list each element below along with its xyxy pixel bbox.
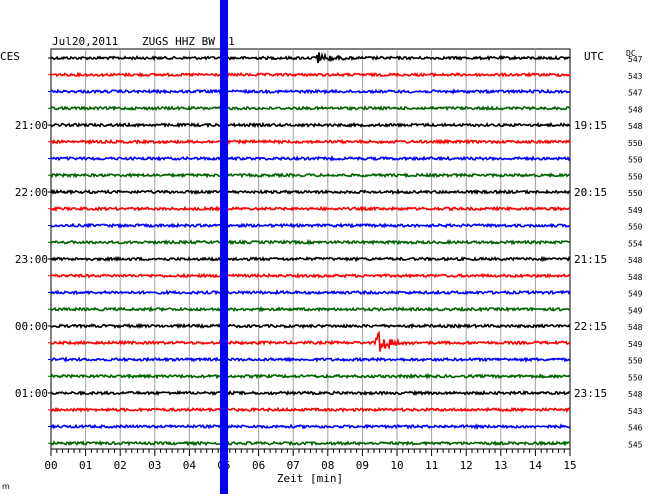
dc-value: 549 <box>628 290 643 299</box>
seismic-trace <box>50 255 571 263</box>
dc-value-column: 547 543 547 548 548 550 550 550 550 549 550 554 548 5… <box>628 55 643 449</box>
seismic-trace <box>50 305 571 313</box>
seismic-trace <box>50 440 571 447</box>
x-tick-label: 14 <box>529 459 543 472</box>
x-tick-label: 01 <box>79 459 92 472</box>
x-tick-label: 15 <box>563 459 576 472</box>
dc-value: 547 <box>628 55 643 64</box>
seismic-trace <box>50 406 571 413</box>
dc-value: 543 <box>628 407 643 416</box>
seismic-trace <box>50 51 571 64</box>
seismic-trace <box>50 205 571 213</box>
x-tick-label: 00 <box>44 459 57 472</box>
seismic-trace <box>50 155 571 162</box>
seismic-trace <box>50 272 571 279</box>
x-tick-label: 08 <box>321 459 334 472</box>
dc-value: 545 <box>628 440 643 449</box>
right-time-label: 23:15 <box>574 387 607 400</box>
dc-value: 548 <box>628 256 643 265</box>
x-tick-label: 12 <box>460 459 473 472</box>
x-tick-label: 09 <box>356 459 369 472</box>
seismic-trace <box>50 172 571 179</box>
seismic-trace <box>50 330 571 352</box>
left-time-labels: 21:00 22:00 23:00 00:00 01:00 <box>15 119 48 400</box>
dc-value: 546 <box>628 424 643 433</box>
seismic-trace <box>50 222 571 229</box>
left-time-label: 01:00 <box>15 387 48 400</box>
seismic-trace <box>50 289 571 296</box>
seismic-trace <box>50 88 570 95</box>
seismic-trace <box>50 105 571 112</box>
dc-value: 550 <box>628 189 643 198</box>
seismic-trace <box>50 322 571 330</box>
dc-label: DC <box>626 49 636 58</box>
right-time-label: 20:15 <box>574 186 607 199</box>
grid-lines <box>85 49 536 449</box>
x-tick-label: 06 <box>252 459 265 472</box>
x-tick-label: 07 <box>287 459 300 472</box>
dc-value: 550 <box>628 373 643 382</box>
right-timezone-label: UTC <box>584 50 604 63</box>
seismic-trace <box>50 389 571 397</box>
seismic-trace <box>50 238 571 246</box>
right-time-label: 19:15 <box>574 119 607 132</box>
trace-group <box>48 51 571 447</box>
seismic-trace <box>50 188 571 196</box>
x-tick-label: 10 <box>390 459 403 472</box>
left-time-label: 22:00 <box>15 186 48 199</box>
dc-value: 550 <box>628 223 643 232</box>
left-time-label: 21:00 <box>15 119 48 132</box>
x-tick-label: 04 <box>183 459 197 472</box>
dc-value: 547 <box>628 89 643 98</box>
right-time-label: 21:15 <box>574 253 607 266</box>
dc-value: 549 <box>628 206 643 215</box>
corner-mark: ⅿ <box>2 482 10 491</box>
dc-value: 543 <box>628 72 643 81</box>
seismic-trace <box>50 356 571 363</box>
dc-value: 550 <box>628 357 643 366</box>
dc-value: 550 <box>628 156 643 165</box>
left-time-label: 23:00 <box>15 253 48 266</box>
dc-value: 549 <box>628 340 643 349</box>
seismic-trace <box>50 372 571 380</box>
left-time-label: 00:00 <box>15 320 48 333</box>
x-tick-label: 11 <box>425 459 438 472</box>
dc-value: 554 <box>628 239 643 248</box>
station-label: ZUGS HHZ BW 01 <box>142 35 235 48</box>
right-time-labels: 19:15 20:15 21:15 22:15 23:15 <box>574 119 607 400</box>
seismic-trace <box>50 138 571 145</box>
x-axis-label: Zeit [min] <box>277 472 343 485</box>
right-time-label: 22:15 <box>574 320 607 333</box>
dc-value: 548 <box>628 122 643 131</box>
seismic-trace <box>50 71 571 78</box>
seismic-trace <box>50 423 571 430</box>
time-marker-bar <box>220 0 228 494</box>
dc-value: 548 <box>628 273 643 282</box>
x-tick-label: 13 <box>494 459 507 472</box>
dc-value: 548 <box>628 323 643 332</box>
seismic-trace <box>50 121 571 129</box>
dc-value: 548 <box>628 105 643 114</box>
date-label: Jul20,2011 <box>52 35 118 48</box>
dc-value: 550 <box>628 172 643 181</box>
left-timezone-label: CES <box>0 50 20 63</box>
x-tick-label: 03 <box>148 459 161 472</box>
dc-value: 549 <box>628 306 643 315</box>
x-axis: 00010203040506070809101112131415 <box>44 449 577 472</box>
dc-value: 550 <box>628 139 643 148</box>
x-tick-label: 02 <box>114 459 127 472</box>
dc-value: 548 <box>628 390 643 399</box>
